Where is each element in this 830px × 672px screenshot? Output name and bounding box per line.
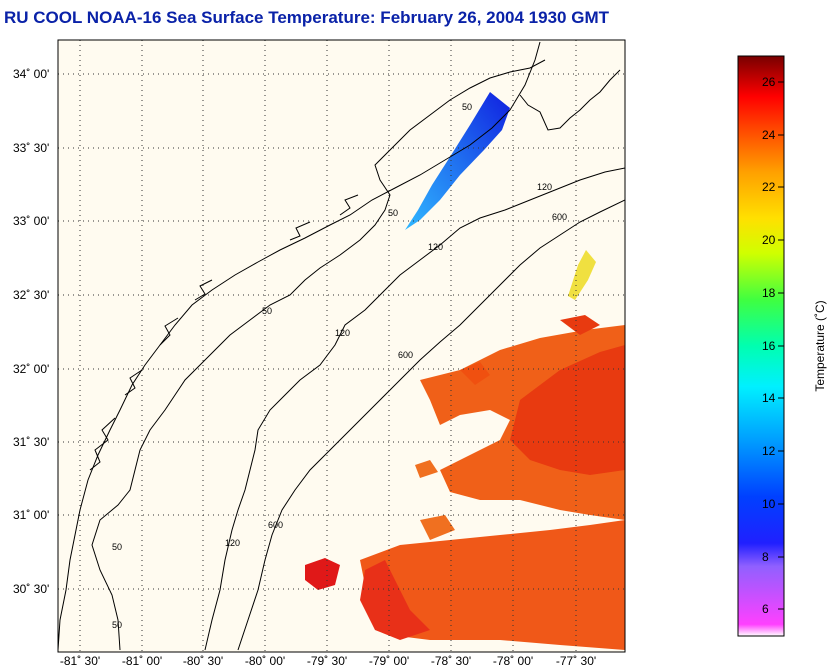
lon-label: -81˚ 30' [60, 654, 100, 668]
isobath-600 [237, 199, 625, 651]
colorbar-gradient [737, 55, 785, 637]
colorbar-tick-label: 14 [762, 391, 776, 405]
sst-red-small [305, 558, 340, 590]
isobath-50 [91, 59, 546, 651]
isobath-label: 120 [537, 182, 552, 192]
isobath-label: 120 [225, 538, 240, 548]
isobath-label: 50 [262, 306, 272, 316]
isobaths [91, 59, 625, 651]
colorbar-tick-label: 26 [762, 75, 776, 89]
sst-patches [305, 92, 625, 650]
sst-yellow-patch [568, 250, 596, 300]
lat-label: 31˚ 00' [13, 508, 49, 522]
lat-label: 33˚ 30' [13, 141, 49, 155]
colorbar-tick-label: 8 [762, 550, 769, 564]
lon-label: -81˚ 00' [122, 654, 162, 668]
isobath-label: 600 [398, 350, 413, 360]
colorbar-tick-labels: 26 24 22 20 18 16 14 12 10 8 6 [762, 75, 776, 616]
isobath-label: 600 [552, 212, 567, 222]
lon-label: -80˚ 30' [183, 654, 223, 668]
colorbar: 26 24 22 20 18 16 14 12 10 8 6 Temperatu… [737, 55, 827, 637]
isobath-120 [204, 167, 625, 651]
sst-cold-patch [405, 92, 510, 230]
colorbar-tick-label: 20 [762, 233, 776, 247]
sst-warm-patch-sw [360, 560, 430, 640]
lat-lon-grid [58, 40, 625, 652]
colorbar-tick-label: 18 [762, 286, 776, 300]
lat-label: 32˚ 00' [13, 362, 49, 376]
lat-label: 34˚ 00' [13, 67, 49, 81]
colorbar-tick-label: 6 [762, 602, 769, 616]
lat-label: 31˚ 30' [13, 435, 49, 449]
colorbar-tick-label: 16 [762, 339, 776, 353]
lon-label: -79˚ 30' [307, 654, 347, 668]
isobath-label: 120 [428, 242, 443, 252]
longitude-labels: -81˚ 30' -81˚ 00' -80˚ 30' -80˚ 00' -79˚… [60, 654, 596, 668]
lon-label: -77˚ 30' [556, 654, 596, 668]
sst-fleck-4 [420, 515, 455, 540]
latitude-labels: 34˚ 00' 33˚ 30' 33˚ 00' 32˚ 30' 32˚ 00' … [13, 67, 49, 596]
colorbar-label: Temperature (˚C) [813, 300, 827, 391]
lat-label: 32˚ 30' [13, 288, 49, 302]
colorbar-tick-label: 24 [762, 128, 776, 142]
isobath-label: 50 [112, 542, 122, 552]
lat-label: 30˚ 30' [13, 582, 49, 596]
lon-label: -80˚ 00' [245, 654, 285, 668]
map-frame [57, 39, 626, 653]
sst-warm-patch-south [360, 520, 625, 650]
coastline-inlets [89, 69, 621, 471]
isobath-labels: 50 50 50 50 50 120 120 120 120 600 600 6… [112, 102, 567, 630]
isobath-label: 120 [335, 328, 350, 338]
colorbar-tick-label: 12 [762, 444, 776, 458]
lat-label: 33˚ 00' [13, 214, 49, 228]
colorbar-tick-label: 22 [762, 180, 776, 194]
isobath-label: 50 [388, 208, 398, 218]
colorbar-ticks [778, 81, 784, 610]
coastline [58, 41, 541, 651]
sst-fleck-1 [460, 362, 490, 385]
isobath-label: 50 [462, 102, 472, 112]
lon-label: -78˚ 00' [493, 654, 533, 668]
sst-fleck-3 [560, 315, 600, 335]
map-title: RU COOL NOAA-16 Sea Surface Temperature:… [4, 8, 609, 27]
isobath-label: 50 [112, 620, 122, 630]
lon-label: -78˚ 30' [431, 654, 471, 668]
sst-fleck-2 [415, 460, 438, 478]
lon-label: -79˚ 00' [369, 654, 409, 668]
isobath-label: 600 [268, 520, 283, 530]
colorbar-tick-label: 10 [762, 497, 776, 511]
